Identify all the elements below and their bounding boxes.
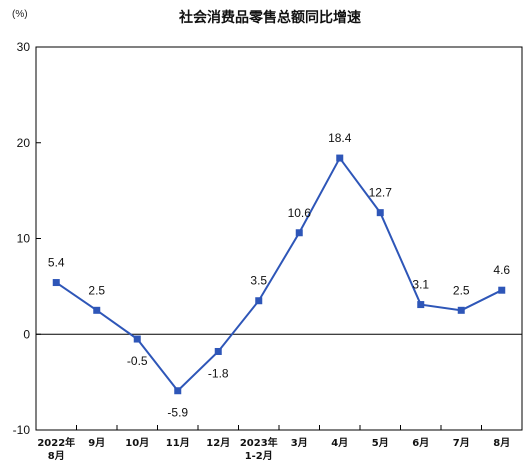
x-tick-label: 9月 <box>88 437 105 449</box>
x-tick-label: 11月 <box>166 437 190 449</box>
y-tick-label: -10 <box>13 423 31 437</box>
x-tick-label: 4月 <box>331 437 348 449</box>
data-label: 18.4 <box>328 131 352 145</box>
x-tick-label: 6月 <box>412 437 429 449</box>
data-marker <box>214 347 222 355</box>
x-tick-label: 10月 <box>125 437 149 449</box>
data-label: 3.5 <box>250 274 267 288</box>
data-label: -0.5 <box>127 354 148 368</box>
data-label: 3.1 <box>412 278 429 292</box>
data-marker <box>255 297 263 305</box>
data-marker <box>417 301 425 309</box>
data-marker <box>336 154 344 162</box>
y-tick-label: 0 <box>23 327 30 341</box>
data-marker <box>174 387 182 395</box>
y-axis: -10 0 10 20 30 <box>13 40 41 437</box>
data-labels: 5.4 2.5 -0.5 -5.9 -1.8 3.5 10.6 18.4 12.7 3.1 2.5 4… <box>48 131 511 420</box>
series-line <box>55 156 503 393</box>
x-tick-label: 2023年 <box>240 436 278 449</box>
data-label: -5.9 <box>167 406 188 420</box>
x-tick-label: 8月 <box>493 437 510 449</box>
x-tick-label: 2022年 <box>37 436 75 449</box>
data-label: 4.6 <box>493 263 510 277</box>
x-tick-label: 5月 <box>372 437 389 449</box>
y-tick-label: 30 <box>17 40 31 54</box>
data-label: 2.5 <box>453 283 470 297</box>
x-tick-label: 8月 <box>48 450 65 462</box>
x-tick-label: 12月 <box>206 437 230 449</box>
data-label: 10.6 <box>288 206 312 220</box>
data-marker <box>295 229 303 237</box>
plot-frame <box>35 46 523 431</box>
chart-title: 社会消费品零售总额同比增速 <box>178 9 361 26</box>
data-marker <box>93 306 101 314</box>
data-label: 12.7 <box>369 186 393 200</box>
data-marker <box>52 279 60 287</box>
data-marker <box>376 209 384 217</box>
data-marker <box>457 306 465 314</box>
unit-label: (%) <box>12 9 28 20</box>
data-marker <box>498 286 506 294</box>
data-label: -1.8 <box>208 366 229 380</box>
x-tick-label: 3月 <box>291 437 308 449</box>
data-markers <box>52 154 506 395</box>
y-tick-label: 20 <box>17 136 31 150</box>
data-label: 2.5 <box>88 283 105 297</box>
data-marker <box>133 335 141 343</box>
y-tick-label: 10 <box>17 232 31 246</box>
x-tick-label: 7月 <box>453 437 470 449</box>
x-tick-label: 1-2月 <box>245 450 273 462</box>
data-label: 5.4 <box>48 256 65 270</box>
